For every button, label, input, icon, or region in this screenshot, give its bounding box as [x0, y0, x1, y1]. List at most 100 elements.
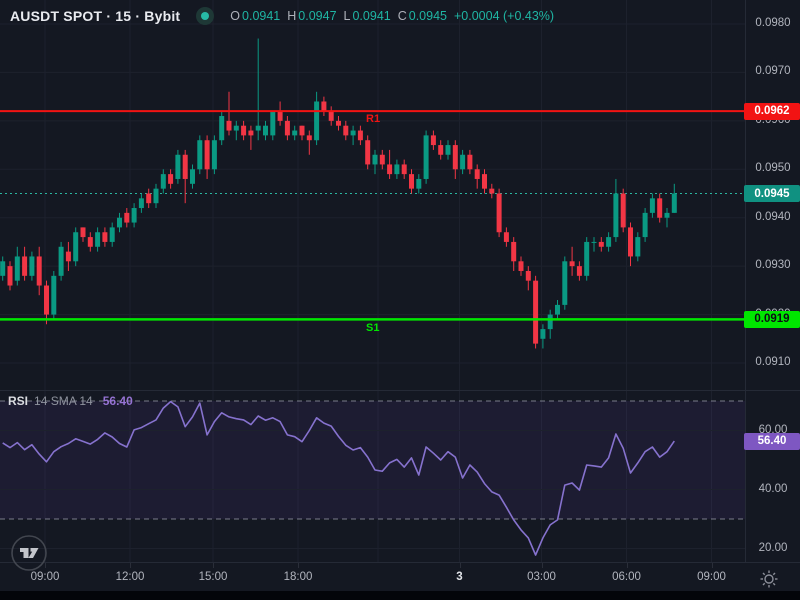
candle-up	[263, 125, 268, 136]
candle-up	[109, 227, 115, 242]
candle-up	[131, 208, 137, 223]
candle-up	[584, 241, 590, 276]
candle-down	[387, 164, 393, 175]
candle-down	[65, 251, 71, 262]
candle-down	[328, 111, 334, 121]
candle-up	[649, 198, 655, 213]
time-label-day: 3	[456, 571, 463, 583]
candle-up	[555, 304, 560, 315]
candle-up	[394, 164, 400, 175]
candle-down	[248, 130, 254, 136]
candle-up	[423, 135, 429, 179]
time-tick	[298, 563, 299, 568]
candle-down	[146, 193, 152, 204]
candle-down	[482, 174, 487, 189]
candle-up	[664, 212, 670, 218]
candle-up	[0, 261, 6, 276]
close-label: C	[397, 9, 407, 23]
candle-down	[467, 154, 473, 170]
candle-down	[430, 135, 436, 146]
price-axis-separator	[745, 0, 746, 562]
candle-down	[365, 140, 371, 165]
sun-icon[interactable]	[758, 568, 780, 590]
candle-down	[182, 154, 188, 179]
time-tick	[213, 563, 214, 568]
candle-down	[474, 169, 480, 179]
last-price-tag: 0.0945	[744, 185, 800, 202]
candle-down	[241, 125, 247, 136]
symbol-title[interactable]: AUSDT SPOT · 15 · Bybit	[10, 8, 181, 24]
candle-up	[642, 212, 648, 238]
high-label: H	[287, 9, 297, 23]
candle-up	[211, 140, 217, 170]
candle-down	[503, 232, 509, 242]
candle-down	[401, 164, 407, 175]
time-label: 18:00	[283, 571, 313, 583]
rsi-scale-label: 20.00	[758, 541, 788, 554]
candle-up	[445, 145, 451, 155]
candle-down	[44, 285, 49, 315]
pane-separator[interactable]	[0, 390, 800, 391]
candle-down	[357, 130, 363, 141]
candle-up	[117, 217, 122, 228]
candle-up	[635, 237, 641, 257]
candle-up	[29, 256, 35, 276]
time-tick	[711, 563, 713, 568]
price-scale-label: 0.0910	[755, 356, 791, 368]
candle-down	[452, 145, 458, 170]
candle-up	[547, 314, 553, 330]
time-label: 06:00	[612, 571, 641, 583]
candle-down	[36, 256, 42, 286]
candle-down	[22, 256, 28, 276]
candle-down	[336, 120, 341, 126]
candle-up	[138, 198, 144, 209]
tradingview-logo[interactable]	[10, 534, 48, 572]
candle-down	[168, 174, 174, 184]
candle-up	[292, 130, 298, 136]
candle-up	[314, 101, 320, 141]
candle-up	[671, 193, 677, 213]
candle-down	[379, 154, 385, 165]
candle-down	[511, 241, 517, 262]
candle-down	[102, 232, 108, 242]
candle-up	[219, 116, 225, 141]
candle-down	[204, 140, 210, 170]
price-scale-label: 0.0940	[755, 210, 791, 223]
rsi-params: 14 SMA 14	[34, 394, 93, 408]
candle-down	[533, 280, 539, 344]
price-scale-label: 0.0980	[755, 17, 791, 29]
close-value: 0.0945	[408, 9, 447, 23]
r1-price-tag: 0.0962	[744, 102, 800, 120]
candle-down	[438, 145, 444, 155]
candle-up	[153, 188, 159, 204]
rsi-scale-label: 60.00	[758, 423, 788, 436]
candle-down	[496, 193, 502, 233]
candle-up	[255, 125, 261, 131]
time-label: 09:00	[697, 571, 726, 583]
bottom-bar	[0, 591, 800, 600]
candle-up	[14, 256, 20, 281]
candle-up	[95, 232, 101, 247]
rsi-title[interactable]: RSI	[8, 394, 29, 408]
candle-up	[540, 329, 546, 339]
candle-down	[409, 174, 414, 189]
r1-line-label: R1	[366, 113, 381, 125]
rsi-value: 56.40	[102, 394, 133, 408]
candle-down	[620, 193, 626, 228]
candle-up	[613, 193, 619, 238]
candle-up	[350, 130, 356, 136]
candle-up	[460, 154, 466, 170]
time-tick	[45, 563, 46, 568]
price-scale-label: 0.0930	[755, 259, 791, 272]
candle-down	[124, 212, 130, 223]
candle-up	[270, 111, 276, 136]
candle-up	[190, 169, 195, 184]
candle-down	[525, 270, 531, 281]
time-tick	[130, 563, 131, 568]
high-value: 0.0947	[298, 9, 337, 23]
candle-up	[416, 178, 422, 189]
candle-down	[80, 227, 86, 238]
tv-logo-glyph-7	[28, 548, 39, 558]
candle-up	[51, 275, 57, 315]
